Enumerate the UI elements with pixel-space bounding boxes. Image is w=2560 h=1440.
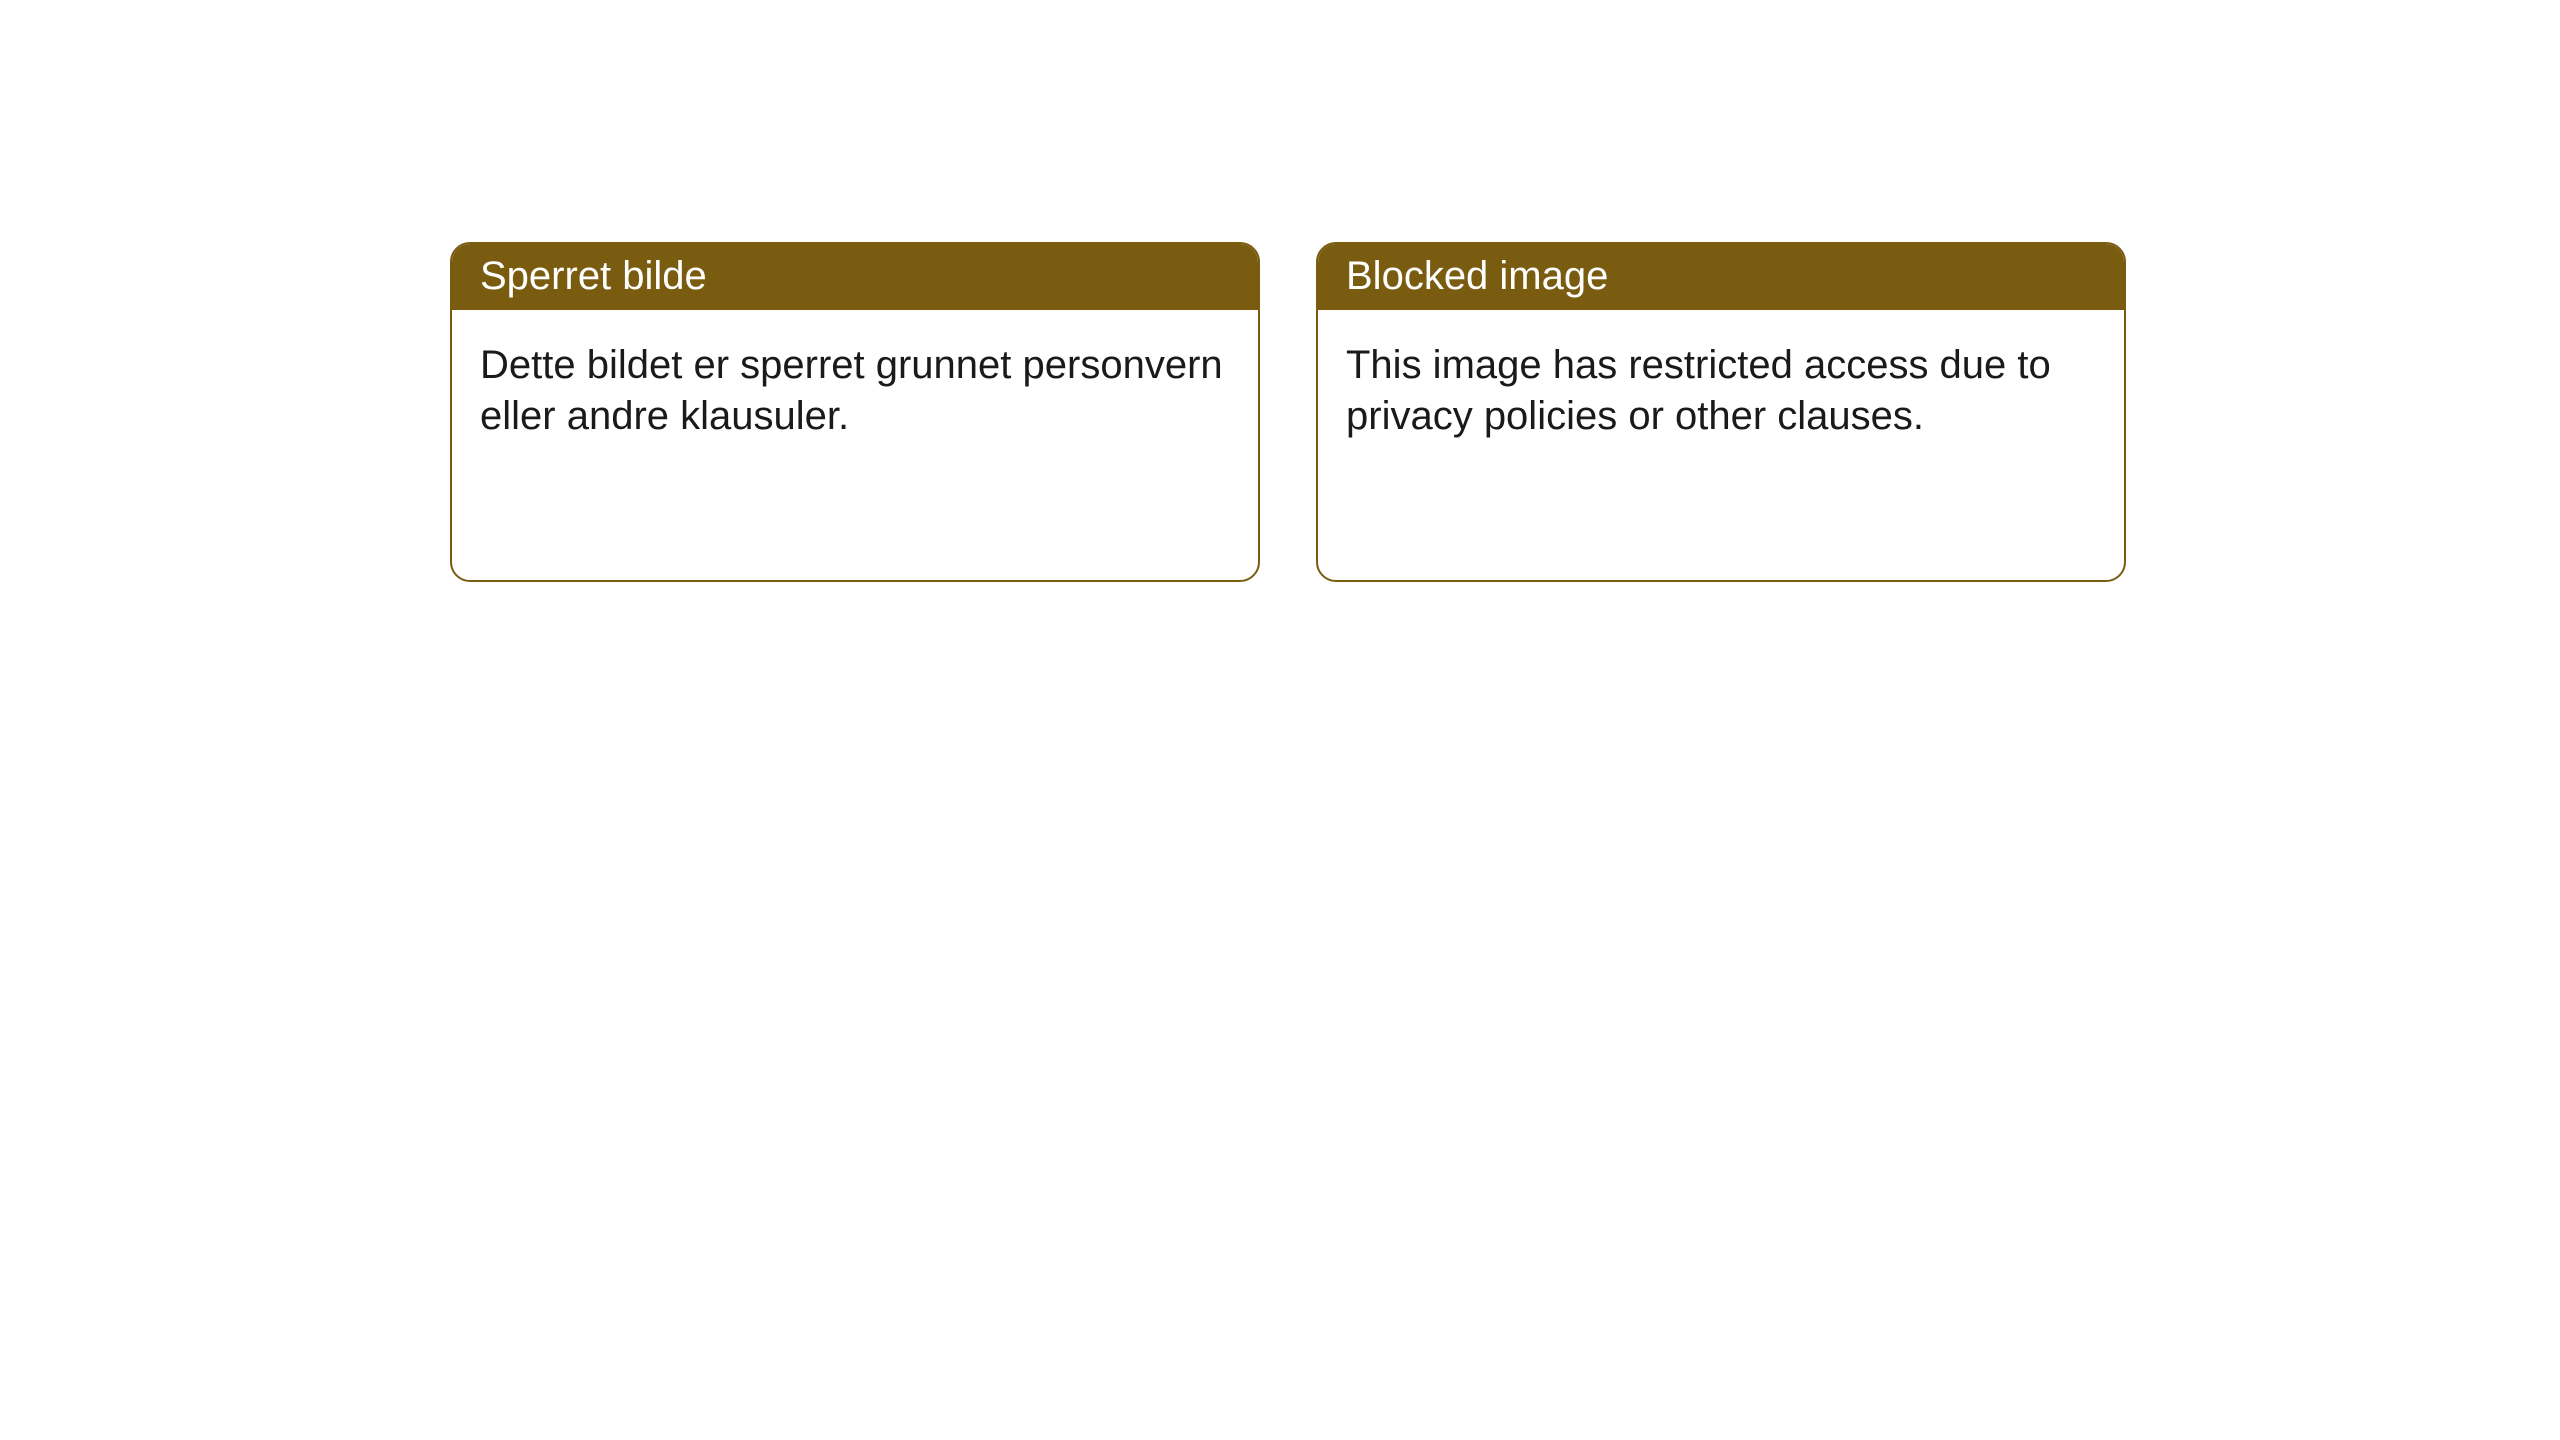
notice-container: Sperret bilde Dette bildet er sperret gr… (0, 0, 2560, 582)
card-body: This image has restricted access due to … (1318, 310, 2124, 472)
notice-card-norwegian: Sperret bilde Dette bildet er sperret gr… (450, 242, 1260, 582)
card-title: Sperret bilde (452, 244, 1258, 310)
card-body: Dette bildet er sperret grunnet personve… (452, 310, 1258, 472)
notice-card-english: Blocked image This image has restricted … (1316, 242, 2126, 582)
card-title: Blocked image (1318, 244, 2124, 310)
